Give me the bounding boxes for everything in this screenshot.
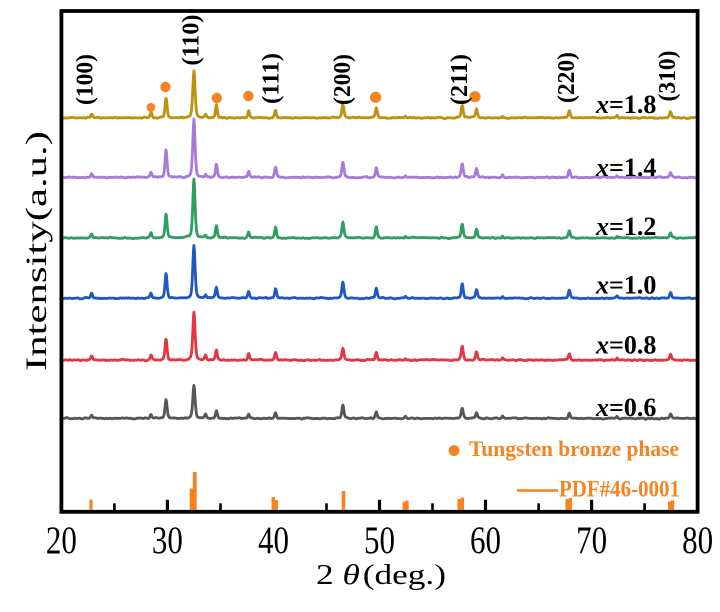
svg-text:Intensity(a.u.): Intensity(a.u.)	[20, 131, 53, 371]
svg-text:x=0.6: x=0.6	[595, 393, 656, 422]
svg-text:Tungsten bronze phase: Tungsten bronze phase	[469, 436, 679, 461]
svg-text:(100): (100)	[73, 54, 99, 105]
svg-text:20: 20	[46, 519, 77, 562]
svg-text:80: 80	[682, 519, 713, 562]
svg-text:(211): (211)	[447, 54, 473, 105]
svg-text:30: 30	[152, 519, 183, 562]
svg-text:60: 60	[470, 519, 501, 562]
svg-text:2 θ (deg.): 2 θ (deg.)	[316, 560, 446, 591]
svg-text:(310): (310)	[655, 51, 681, 102]
svg-text:40: 40	[258, 519, 289, 562]
svg-text:50: 50	[364, 519, 395, 562]
svg-text:PDF#46-0001: PDF#46-0001	[559, 477, 680, 502]
svg-text:(111): (111)	[259, 53, 285, 104]
svg-text:(110): (110)	[179, 15, 205, 66]
svg-text:x=1.0: x=1.0	[595, 271, 656, 300]
svg-text:(200): (200)	[330, 54, 356, 105]
svg-text:70: 70	[576, 519, 607, 562]
svg-text:x=1.8: x=1.8	[595, 90, 656, 119]
svg-text:(220): (220)	[554, 52, 580, 103]
svg-text:x=1.4: x=1.4	[595, 153, 656, 182]
svg-text:x=0.8: x=0.8	[595, 331, 656, 360]
svg-text:x=1.2: x=1.2	[595, 212, 656, 241]
